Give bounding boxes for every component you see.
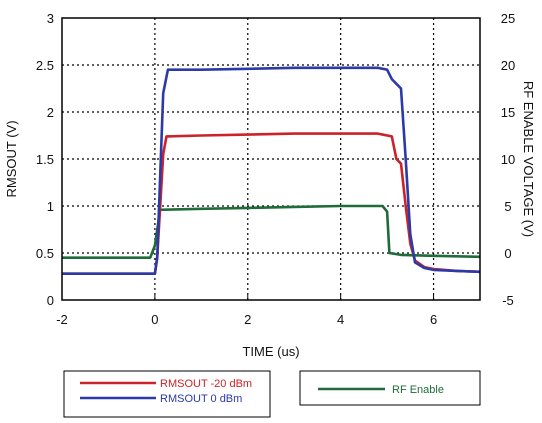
y-tick-label: 3 <box>47 11 54 26</box>
y-tick-label: 1.5 <box>36 152 54 167</box>
y2-tick-label: 20 <box>501 58 515 73</box>
legend-label-rf-enable: RF Enable <box>392 384 444 396</box>
series-layer <box>62 66 481 276</box>
y-tick-label: 0 <box>47 293 54 308</box>
y2-tick-label: 15 <box>501 105 515 120</box>
y-axis-title: RMSOUT (V) <box>4 120 19 197</box>
y-tick-label: 2 <box>47 105 54 120</box>
x-axis-title: TIME (us) <box>242 344 299 359</box>
y2-tick-label: 0 <box>504 246 511 261</box>
y2-tick-label: 5 <box>504 199 511 214</box>
grid <box>62 18 480 300</box>
x-tick-label: 4 <box>337 312 344 327</box>
x-tick-labels: -2 0 2 4 6 <box>56 295 437 327</box>
series-line-rf-enable <box>62 204 481 260</box>
legend-rf-enable: RF Enable <box>299 370 481 406</box>
legend-label-rmsout-0dbm: RMSOUT 0 dBm <box>160 393 242 405</box>
y-tick-label: 0.5 <box>36 246 54 261</box>
x-tick-label: 2 <box>244 312 251 327</box>
legend-label-rmsout-20dbm: RMSOUT -20 dBm <box>160 378 252 390</box>
plot-frame <box>61 17 481 301</box>
y2-tick-label: -5 <box>502 293 514 308</box>
legend-box-rf-enable <box>299 370 481 406</box>
y-tick-labels: 0 0.5 1 1.5 2 2.5 3 <box>36 11 54 308</box>
y2-axis-title: RF ENABLE VOLTAGE (V) <box>521 81 536 237</box>
x-tick-label: 6 <box>430 312 437 327</box>
y2-tick-label: 25 <box>501 11 515 26</box>
x-tick-label: 0 <box>151 312 158 327</box>
y-tick-label: 1 <box>47 199 54 214</box>
y2-tick-labels: -5 0 5 10 15 20 25 <box>501 11 515 308</box>
x-tick-label: -2 <box>56 312 68 327</box>
legend-box-rmsout <box>63 370 271 418</box>
series-line-rmsout-0dbm <box>62 66 481 276</box>
y-tick-label: 2.5 <box>36 58 54 73</box>
y2-tick-label: 10 <box>501 152 515 167</box>
legend-rmsout: RMSOUT -20 dBm RMSOUT 0 dBm <box>63 370 271 418</box>
